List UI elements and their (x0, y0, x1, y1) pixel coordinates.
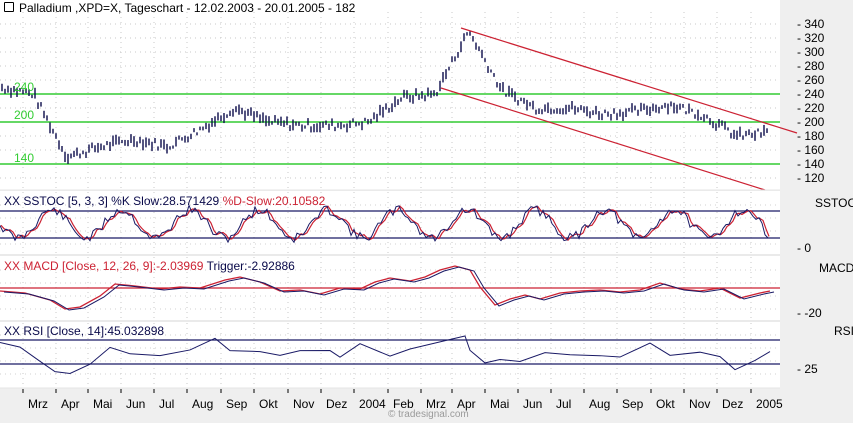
time-tick-label: Jul (556, 397, 572, 411)
time-tick-label: Jun (523, 397, 543, 411)
rsi-tick-25: - 25 (797, 362, 818, 376)
time-tick-label: Aug (192, 397, 214, 411)
macd-tick-neg20: - -20 (797, 306, 822, 320)
price-tick: - 300 (797, 45, 825, 59)
time-tick-label: Mrz (426, 397, 446, 411)
price-tick: - 280 (797, 59, 825, 73)
macd-trigger-legend: Trigger:-2.92886 (206, 259, 295, 273)
sstoc-d-legend: %D-Slow:20.10582 (222, 194, 326, 208)
time-tick-label: Mai (490, 397, 510, 411)
price-tick: - 220 (797, 101, 825, 115)
time-tick-label: Dez (722, 397, 744, 411)
chart-title-text: Palladium ,XPD=X, Tageschart - 12.02.200… (19, 1, 356, 15)
support-label-240: 240 (14, 80, 35, 94)
chart-title: Palladium ,XPD=X, Tageschart - 12.02.200… (4, 1, 355, 15)
time-tick-label: Nov (293, 397, 315, 411)
time-tick-label: Apr (61, 397, 80, 411)
time-tick-label: Dez (326, 397, 348, 411)
time-tick-label: Okt (656, 397, 675, 411)
price-tick: - 340 (797, 17, 825, 31)
sstoc-tick-0: - 0 (797, 241, 812, 255)
time-tick-label: Jul (159, 397, 175, 411)
macd-legend: XX MACD [Close, 12, 26, 9]:-2.03969 Trig… (4, 259, 295, 273)
sstoc-k-legend: XX SSTOC [5, 3, 3] %K Slow:28.571429 (4, 194, 220, 208)
sstoc-axis-label: SSTOC (815, 196, 853, 210)
time-tick-label: Aug (589, 397, 611, 411)
price-tick: - 120 (797, 171, 825, 185)
rsi-legend: XX RSI [Close, 14]:45.032898 (4, 324, 165, 338)
time-tick-label: Nov (689, 397, 711, 411)
macd-value-legend: XX MACD [Close, 12, 26, 9]:-2.03969 (4, 259, 204, 273)
macd-axis-label: MACD (819, 261, 853, 275)
time-tick-label: Mai (93, 397, 113, 411)
time-tick-label: Jun (126, 397, 146, 411)
rsi-axis-label: RSI (834, 324, 853, 338)
support-label-200: 200 (14, 108, 35, 122)
price-tick: - 140 (797, 157, 825, 171)
price-tick: - 320 (797, 31, 825, 45)
time-tick-label: Sep (622, 397, 644, 411)
sstoc-legend: XX SSTOC [5, 3, 3] %K Slow:28.571429 %D-… (4, 194, 325, 208)
price-tick: - 160 (797, 143, 825, 157)
price-panel[interactable] (0, 0, 780, 190)
price-tick: - 180 (797, 129, 825, 143)
chart-pin-icon[interactable] (4, 2, 14, 12)
time-tick-label: Feb (393, 397, 414, 411)
price-tick: - 200 (797, 115, 825, 129)
time-tick-label: 2005 (756, 397, 783, 411)
price-tick: - 260 (797, 73, 825, 87)
rsi-panel[interactable] (0, 322, 780, 388)
credit-text: © tradesignal.com (388, 409, 469, 420)
time-tick-label: Okt (259, 397, 278, 411)
price-tick: - 240 (797, 87, 825, 101)
time-tick-label: Mrz (28, 397, 48, 411)
time-tick-label: 2004 (359, 397, 386, 411)
time-tick-label: Sep (226, 397, 248, 411)
time-tick-label: Apr (457, 397, 476, 411)
support-label-140: 140 (14, 151, 35, 165)
